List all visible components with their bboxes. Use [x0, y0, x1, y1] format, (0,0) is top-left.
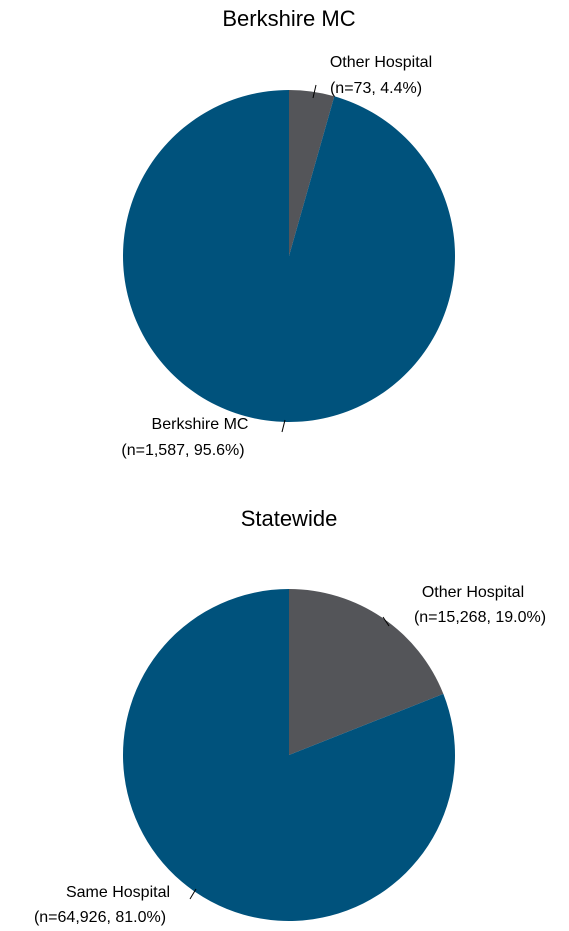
- chart-title: Statewide: [241, 506, 338, 531]
- pie-slice: [122, 589, 455, 922]
- slice-value-label: (n=64,926, 81.0%): [34, 909, 166, 926]
- pie-slice: [122, 90, 456, 422]
- leader-line: [382, 616, 390, 627]
- pie-slice: [289, 90, 335, 256]
- leader-line: [189, 888, 197, 900]
- slice-value-label: (n=73, 4.4%): [330, 80, 422, 97]
- pie-slice: [289, 589, 444, 755]
- slice-value-label: (n=1,587, 95.6%): [121, 442, 244, 459]
- leader-line: [281, 419, 286, 433]
- slice-label: Berkshire MC: [152, 416, 249, 433]
- chart-title: Berkshire MC: [222, 6, 355, 31]
- slice-label: Same Hospital: [66, 884, 170, 901]
- leader-line: [312, 84, 317, 99]
- slice-label: Other Hospital: [330, 54, 432, 71]
- slice-value-label: (n=15,268, 19.0%): [414, 609, 546, 626]
- slice-label: Other Hospital: [422, 584, 524, 601]
